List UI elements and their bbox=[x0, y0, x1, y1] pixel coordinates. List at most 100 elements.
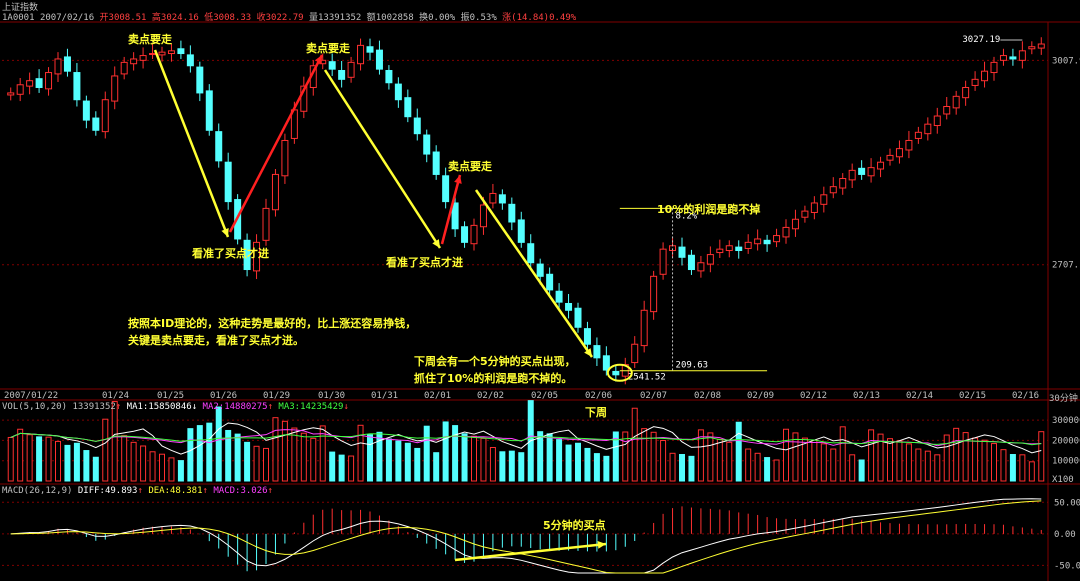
x-tick-label: 01/30 bbox=[318, 391, 346, 401]
macd-diff: DIFF:49.893 bbox=[77, 486, 138, 496]
candle-body bbox=[763, 239, 771, 245]
volume-bar bbox=[17, 428, 24, 482]
candle-body bbox=[158, 51, 166, 56]
vol-ma2: MA2:14880275 bbox=[202, 402, 268, 412]
volume-bar bbox=[556, 439, 563, 482]
macd-buy-arrow bbox=[454, 542, 607, 562]
candle-body bbox=[546, 273, 554, 291]
volume-tick-label: 300000 bbox=[1052, 416, 1080, 426]
candle-body bbox=[687, 254, 695, 271]
volume-bar bbox=[641, 428, 648, 482]
volume-bar bbox=[565, 444, 572, 482]
candle-body bbox=[54, 58, 62, 75]
volume-bar bbox=[849, 454, 856, 482]
candle-body bbox=[16, 84, 24, 95]
volume-bar bbox=[575, 442, 581, 482]
turnover-value: 换0.00% bbox=[419, 13, 456, 23]
candle-body bbox=[45, 72, 53, 90]
volume-bar bbox=[726, 441, 733, 482]
candle-body bbox=[640, 309, 648, 347]
candle-body bbox=[385, 70, 393, 84]
candle-body bbox=[829, 186, 837, 194]
candle-body bbox=[271, 173, 279, 211]
vol-ma1-line bbox=[10, 422, 1042, 455]
profit-annotation: 10%的利润是跑不掉 bbox=[657, 203, 761, 216]
volume-bar bbox=[972, 437, 979, 482]
volume-bar bbox=[319, 425, 326, 482]
x-tick-label: 2007/01/22 bbox=[4, 391, 59, 401]
candle-body bbox=[782, 226, 790, 238]
volume-bar bbox=[55, 440, 61, 482]
candle-body bbox=[791, 218, 799, 230]
volume-bar bbox=[348, 455, 355, 482]
volume-bar bbox=[660, 440, 667, 482]
x-tick-label: 02/08 bbox=[694, 391, 722, 401]
volume-bar bbox=[149, 451, 156, 482]
candle-body bbox=[981, 70, 989, 82]
candle-body bbox=[366, 46, 374, 53]
candle-body bbox=[933, 115, 941, 127]
candle-body bbox=[735, 246, 743, 252]
macd-tick-label: 0.00 bbox=[1054, 530, 1076, 540]
candle-body bbox=[442, 175, 450, 203]
volume-bar bbox=[915, 448, 922, 482]
candle-body bbox=[186, 54, 194, 67]
low-value: 低3008.33 bbox=[204, 13, 252, 23]
candle-body bbox=[300, 85, 308, 112]
x-tick-label: 02/07 bbox=[640, 391, 668, 401]
candle-body bbox=[877, 161, 885, 170]
volume-value: 量13391352 bbox=[308, 13, 362, 23]
amount-value: 额1002858 bbox=[366, 13, 414, 23]
candle-body bbox=[262, 207, 270, 241]
volume-bar bbox=[310, 437, 317, 482]
volume-bar bbox=[877, 433, 884, 482]
candle-body bbox=[962, 86, 970, 99]
candle-body bbox=[461, 226, 469, 243]
buy-arrow-1 bbox=[228, 54, 324, 233]
volume-bar bbox=[697, 429, 704, 482]
volume-bar bbox=[981, 439, 988, 482]
candle-body bbox=[725, 245, 733, 252]
volume-bar bbox=[357, 424, 364, 482]
volume-bar bbox=[887, 438, 893, 482]
candle-body bbox=[536, 263, 544, 277]
volume-bar bbox=[206, 422, 213, 482]
candle-body bbox=[111, 75, 119, 102]
volume-unit-label: X100 bbox=[1052, 475, 1074, 485]
bar-date: 2007/02/16 bbox=[39, 13, 95, 23]
candle-body bbox=[1009, 56, 1017, 60]
volume-bar bbox=[461, 433, 468, 482]
candle-body bbox=[583, 328, 591, 345]
volume-bar bbox=[83, 450, 90, 482]
candle-body bbox=[971, 78, 979, 86]
vol-ma1: MA1:15850846 bbox=[126, 402, 192, 412]
volume-header: VOL(5,10,20) 13391352↑ MA1:15850846↓ MA2… bbox=[2, 402, 349, 412]
volume-tick-label: 100000 bbox=[1052, 457, 1080, 467]
candle-body bbox=[810, 202, 818, 213]
volume-bar bbox=[896, 440, 903, 482]
volume-bar bbox=[367, 434, 373, 482]
volume-bar bbox=[73, 442, 80, 482]
next-week-label: 下周 bbox=[585, 406, 607, 419]
x-tick-label: 02/12 bbox=[800, 391, 828, 401]
candle-body bbox=[574, 307, 582, 328]
volume-bar bbox=[291, 427, 298, 482]
sell-arrow-3-head bbox=[584, 348, 592, 357]
candle-body bbox=[404, 97, 412, 118]
volume-bar bbox=[688, 455, 695, 482]
change-value: 涨(14.84)0.49% bbox=[502, 13, 577, 23]
candle-body bbox=[517, 219, 525, 243]
candle-body bbox=[139, 55, 147, 61]
volume-bar bbox=[584, 447, 591, 482]
candle-body bbox=[990, 61, 998, 74]
x-tick-label: 02/14 bbox=[906, 391, 934, 401]
volume-bar bbox=[433, 452, 440, 482]
candle-body bbox=[895, 148, 903, 158]
volume-bar bbox=[159, 453, 165, 482]
candle-body bbox=[659, 248, 667, 275]
candle-body bbox=[167, 50, 175, 55]
buy-arrow-1-head bbox=[314, 55, 322, 64]
volume-bar bbox=[1009, 454, 1016, 482]
candle-body bbox=[820, 194, 828, 205]
candle-body bbox=[423, 134, 431, 155]
